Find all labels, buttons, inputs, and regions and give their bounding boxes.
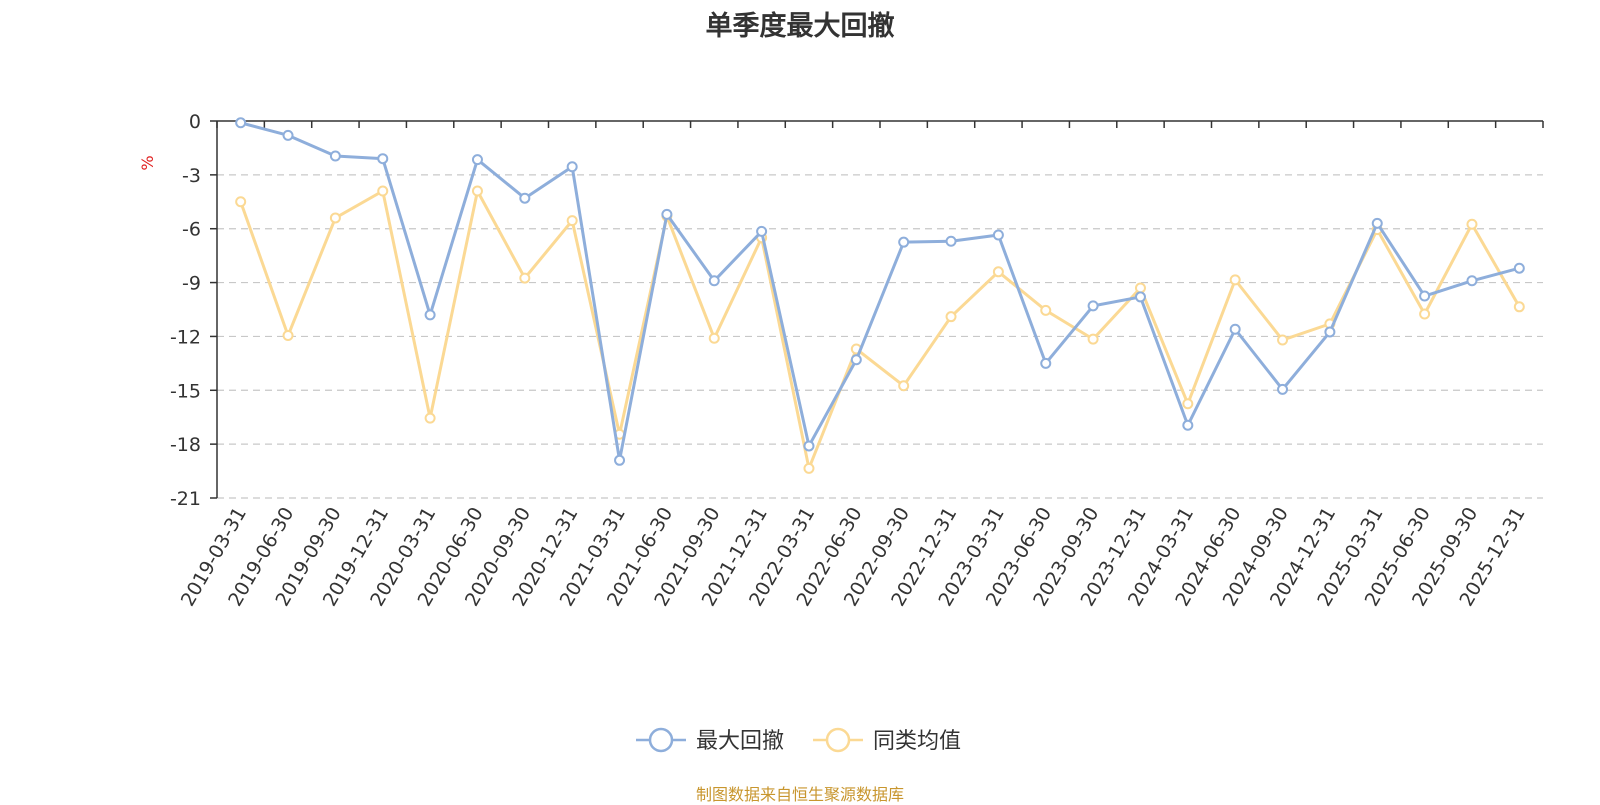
data-point xyxy=(898,380,910,392)
data-point xyxy=(1040,304,1052,316)
data-point xyxy=(282,330,294,342)
y-tick-label: -21 xyxy=(170,488,201,510)
data-point xyxy=(661,208,673,220)
data-point xyxy=(1419,308,1431,320)
source-note: 制图数据来自恒生聚源数据库 xyxy=(695,785,904,804)
data-point xyxy=(1134,282,1146,294)
series-peer-average xyxy=(235,185,1525,474)
data-point xyxy=(519,192,531,204)
data-point xyxy=(377,153,389,165)
data-point xyxy=(992,266,1004,278)
legend: 最大回撤 同类均值 xyxy=(636,727,961,754)
data-point xyxy=(614,454,626,466)
data-point xyxy=(1277,383,1289,395)
data-point xyxy=(945,235,957,247)
data-point xyxy=(1087,333,1099,345)
y-tick-label: -9 xyxy=(182,273,201,295)
legend-label: 同类均值 xyxy=(873,729,961,754)
y-tick-label: -12 xyxy=(170,326,201,348)
x-axis-ticks: 2019-03-312019-06-302019-09-302019-12-31… xyxy=(177,503,1530,610)
data-point xyxy=(1324,326,1336,338)
data-point xyxy=(471,154,483,166)
grid-lines xyxy=(217,174,1543,499)
legend-item: 最大回撤 xyxy=(636,727,784,754)
data-point xyxy=(1040,357,1052,369)
legend-marker xyxy=(825,727,851,753)
data-point xyxy=(282,129,294,141)
data-point xyxy=(1229,274,1241,286)
y-tick-label: -3 xyxy=(182,165,201,187)
data-point xyxy=(1087,300,1099,312)
data-point xyxy=(424,412,436,424)
series-line xyxy=(239,189,1521,470)
data-point xyxy=(1419,290,1431,302)
y-tick-label: -6 xyxy=(182,219,201,241)
data-point xyxy=(235,117,247,129)
data-point xyxy=(1513,262,1525,274)
legend-item: 同类均值 xyxy=(813,727,961,754)
data-point xyxy=(329,212,341,224)
series-max-drawdown xyxy=(235,117,1525,466)
data-point xyxy=(708,275,720,287)
data-point xyxy=(566,215,578,227)
chart-title: 单季度最大回撤 xyxy=(705,11,895,42)
data-point xyxy=(803,440,815,452)
data-point xyxy=(898,236,910,248)
data-point xyxy=(471,185,483,197)
y-tick-label: -18 xyxy=(170,434,201,456)
legend-label: 最大回撤 xyxy=(696,729,784,754)
axes xyxy=(210,120,1544,499)
y-tick-label: 0 xyxy=(189,111,201,133)
data-point xyxy=(1182,419,1194,431)
series-lines xyxy=(235,117,1525,474)
data-point xyxy=(235,196,247,208)
data-point xyxy=(945,311,957,323)
legend-marker xyxy=(648,727,674,753)
data-point xyxy=(708,332,720,344)
data-point xyxy=(329,150,341,162)
series-line xyxy=(240,121,1520,462)
data-point xyxy=(803,462,815,474)
data-point xyxy=(756,225,768,237)
data-point xyxy=(1134,291,1146,303)
data-point xyxy=(1466,218,1478,230)
data-point xyxy=(850,354,862,366)
data-point xyxy=(377,185,389,197)
data-point xyxy=(1513,301,1525,313)
data-point xyxy=(1229,323,1241,335)
data-point xyxy=(1371,217,1383,229)
data-point xyxy=(992,229,1004,241)
data-point xyxy=(519,272,531,284)
data-point xyxy=(1182,398,1194,410)
y-axis-label: % xyxy=(138,155,157,170)
data-point xyxy=(424,309,436,321)
y-tick-label: -15 xyxy=(170,380,201,402)
y-axis-ticks: 0 -3 -6 -9 -12 -15 -18 -21 xyxy=(170,111,201,510)
data-point xyxy=(1277,334,1289,346)
data-point xyxy=(566,161,578,173)
data-point xyxy=(1466,275,1478,287)
